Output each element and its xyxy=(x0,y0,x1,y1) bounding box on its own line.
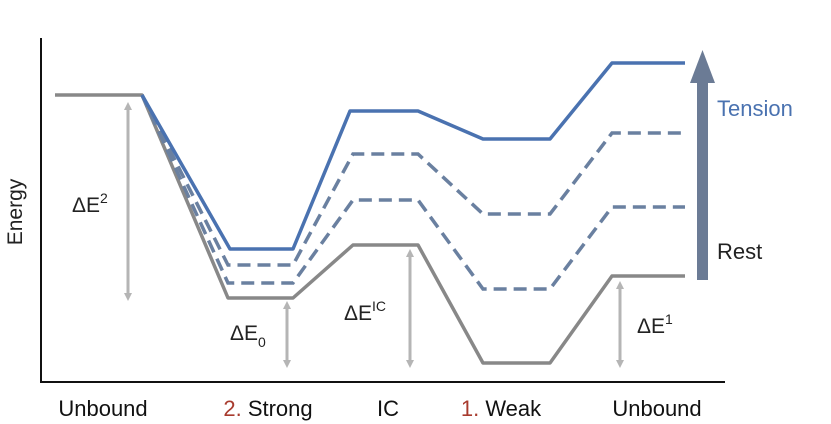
rest-level-path xyxy=(55,93,685,365)
delta-e0-label: ΔE0 xyxy=(230,322,266,350)
y-axis-label: Energy xyxy=(4,178,27,245)
state-label-strong: 2. Strong xyxy=(223,396,312,421)
delta-eic-label: ΔEIC xyxy=(344,298,386,325)
intermediate-level-path-1 xyxy=(140,94,685,291)
delta-e1-label: ΔE1 xyxy=(637,311,673,338)
tension-arrow-head xyxy=(690,50,715,83)
tension-label: Tension xyxy=(717,96,793,121)
delta-e2-label: ΔE2 xyxy=(72,190,108,217)
rest-label: Rest xyxy=(717,239,762,264)
intermediate-level-path-2 xyxy=(140,94,685,267)
state-label-ic: IC xyxy=(377,396,399,421)
state-label-unbound-right: Unbound xyxy=(612,396,701,421)
tension-level-path xyxy=(140,61,685,251)
tension-arrow-shaft xyxy=(697,80,708,280)
state-label-weak: 1. Weak xyxy=(461,396,542,421)
state-label-unbound-left: Unbound xyxy=(58,396,147,421)
